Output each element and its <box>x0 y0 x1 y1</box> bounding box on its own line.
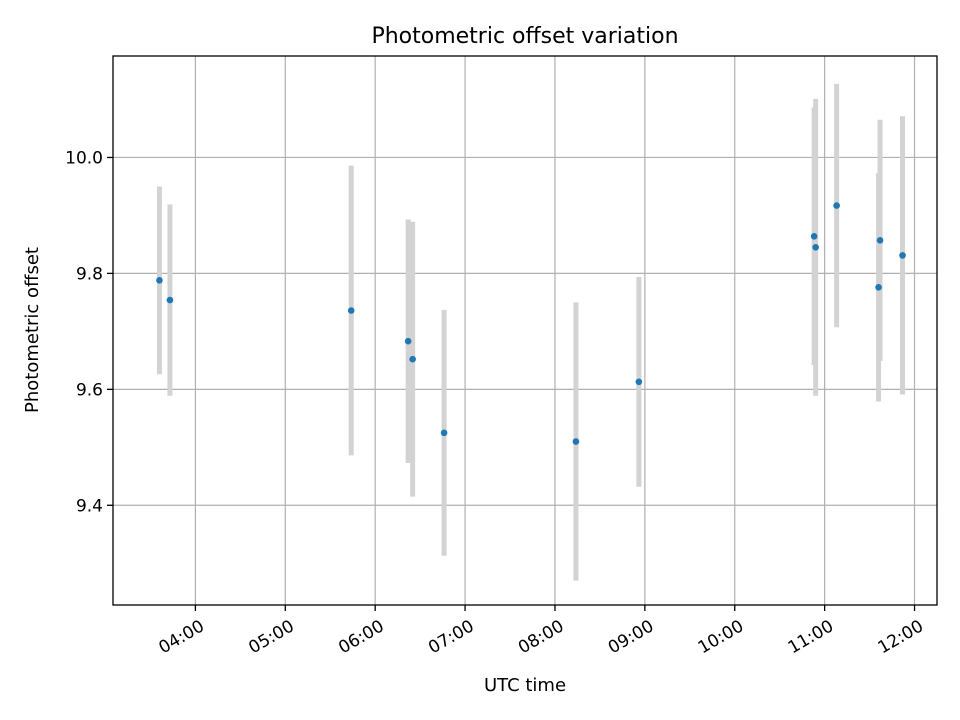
data-point <box>347 307 355 314</box>
data-point <box>833 202 840 209</box>
plot-frame <box>112 55 938 606</box>
data-point <box>875 284 882 291</box>
data-point <box>812 244 819 251</box>
grid-layer <box>113 56 937 605</box>
data-point <box>810 232 818 240</box>
y-tick-label: 9.8 <box>76 264 103 284</box>
y-tick-label: 9.6 <box>76 380 103 400</box>
data-point <box>440 429 448 437</box>
data-point <box>635 378 643 386</box>
y-axis: 9.4 9.6 9.8 10.0 <box>65 148 113 516</box>
data-point <box>404 337 412 345</box>
point-layer <box>156 202 906 445</box>
data-point <box>156 277 163 284</box>
x-axis-label: UTC time <box>484 675 566 696</box>
data-point <box>409 355 416 363</box>
y-tick-label: 9.4 <box>76 496 103 516</box>
y-tick-label: 10.0 <box>65 148 103 168</box>
data-point <box>899 252 906 259</box>
data-point <box>876 237 884 244</box>
chart-title: Photometric offset variation <box>371 24 678 49</box>
y-axis-label: Photometric offset <box>22 247 43 413</box>
data-point <box>572 438 580 445</box>
data-point <box>166 296 174 304</box>
